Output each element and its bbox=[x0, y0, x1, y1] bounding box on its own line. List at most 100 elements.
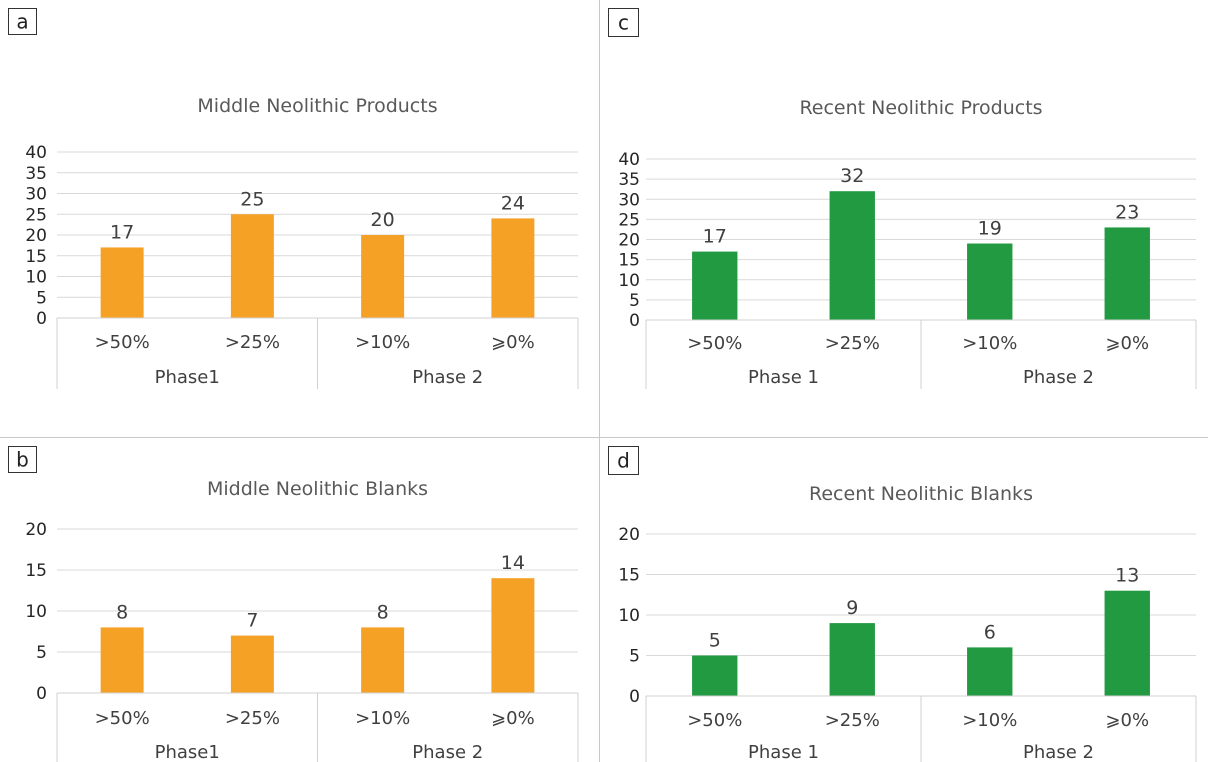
y-tick-label: 0 bbox=[629, 687, 640, 707]
bar bbox=[361, 235, 404, 318]
data-label: 20 bbox=[371, 209, 395, 231]
chart-title: Middle Neolithic Blanks bbox=[207, 478, 428, 500]
x-tick-label: >50% bbox=[95, 708, 150, 729]
group-label: Phase 1 bbox=[748, 367, 819, 388]
data-label: 25 bbox=[240, 188, 264, 210]
y-tick-label: 0 bbox=[36, 309, 47, 329]
x-tick-label: >25% bbox=[825, 710, 880, 731]
chart-panel-d: d Recent Neolithic Blanks 0 5 10 15 20 5 >50% 9 >2… bbox=[600, 438, 1208, 762]
data-label: 32 bbox=[840, 165, 864, 187]
data-label: 19 bbox=[978, 218, 1002, 240]
group-label: Phase1 bbox=[155, 742, 220, 762]
data-label: 14 bbox=[501, 552, 525, 574]
y-tick-label: 20 bbox=[618, 525, 640, 545]
bar bbox=[692, 656, 737, 697]
y-tick-label: 25 bbox=[618, 210, 640, 230]
bar bbox=[692, 252, 737, 320]
y-tick-label: 10 bbox=[618, 606, 640, 626]
bar bbox=[830, 623, 875, 696]
x-tick-label: >10% bbox=[962, 333, 1017, 354]
chart-panel-c: c Recent Neolithic Products 0 5 10 15 20 25 30 35… bbox=[600, 0, 1208, 436]
y-tick-label: 35 bbox=[618, 170, 640, 190]
bar bbox=[361, 627, 404, 693]
y-tick-label: 10 bbox=[25, 268, 47, 288]
bar-chart: c Recent Neolithic Products 05101520253035… bbox=[600, 0, 1208, 436]
group-label: Phase 2 bbox=[1023, 367, 1094, 388]
y-tick-label: 30 bbox=[25, 185, 47, 205]
y-tick-label: 15 bbox=[25, 247, 47, 267]
bar bbox=[491, 218, 534, 318]
y-tick-label: 10 bbox=[618, 271, 640, 291]
x-tick-label: >25% bbox=[825, 333, 880, 354]
y-tick-label: 25 bbox=[25, 205, 47, 225]
y-tick-label: 20 bbox=[25, 520, 47, 540]
x-tick-label: ⩾0% bbox=[491, 708, 535, 729]
x-tick-label: >10% bbox=[962, 710, 1017, 731]
y-tick-label: 35 bbox=[25, 164, 47, 184]
panel-label: c bbox=[618, 11, 629, 35]
group-label: Phase 2 bbox=[412, 367, 483, 388]
bar bbox=[491, 578, 534, 693]
chart-panel-a: a Middle Neolithic Products 0 5 10 15 20 25 30 35… bbox=[0, 0, 598, 436]
bar bbox=[967, 244, 1012, 320]
y-tick-label: 15 bbox=[618, 251, 640, 271]
panel-label: d bbox=[617, 449, 630, 473]
bar bbox=[231, 214, 274, 318]
y-tick-label: 15 bbox=[25, 561, 47, 581]
y-tick-label: 20 bbox=[618, 231, 640, 251]
bar-chart: b Middle Neolithic Blanks 0 5 10 15 20 8 >50% 7 >2… bbox=[0, 438, 598, 762]
data-label: 7 bbox=[246, 610, 258, 632]
data-label: 9 bbox=[846, 597, 858, 619]
chart-panel-b: b Middle Neolithic Blanks 0 5 10 15 20 8 >50% 7 >2… bbox=[0, 438, 598, 762]
y-tick-label: 5 bbox=[36, 288, 47, 308]
chart-title: Middle Neolithic Products bbox=[197, 95, 437, 117]
y-tick-label: 30 bbox=[618, 190, 640, 210]
x-tick-label: >10% bbox=[355, 708, 410, 729]
x-tick-label: >50% bbox=[687, 333, 742, 354]
bar bbox=[1105, 227, 1150, 320]
data-label: 5 bbox=[709, 630, 721, 652]
chart-title: Recent Neolithic Products bbox=[799, 97, 1042, 119]
data-label: 17 bbox=[110, 221, 134, 243]
y-tick-label: 40 bbox=[25, 143, 47, 163]
group-label: Phase 2 bbox=[412, 742, 483, 762]
data-label: 17 bbox=[703, 226, 727, 248]
x-tick-label: >25% bbox=[225, 708, 280, 729]
group-label: Phase1 bbox=[155, 367, 220, 388]
x-tick-label: >50% bbox=[95, 332, 150, 353]
data-label: 23 bbox=[1115, 201, 1139, 223]
bar bbox=[1105, 591, 1150, 696]
bar bbox=[231, 636, 274, 693]
y-tick-label: 5 bbox=[629, 291, 640, 311]
bar-chart: d Recent Neolithic Blanks 0 5 10 15 20 5 >50% 9 >2… bbox=[600, 438, 1208, 762]
chart-title: Recent Neolithic Blanks bbox=[809, 483, 1033, 505]
group-label: Phase 2 bbox=[1023, 742, 1094, 762]
panel-label: a bbox=[16, 10, 28, 34]
data-label: 24 bbox=[501, 192, 525, 214]
y-tick-label: 40 bbox=[618, 150, 640, 170]
panel-label: b bbox=[16, 448, 29, 472]
bar bbox=[101, 627, 144, 693]
x-tick-label: ⩾0% bbox=[1105, 333, 1149, 354]
y-tick-label: 0 bbox=[36, 684, 47, 704]
y-tick-label: 10 bbox=[25, 602, 47, 622]
x-tick-label: >10% bbox=[355, 332, 410, 353]
data-label: 6 bbox=[984, 621, 996, 643]
x-tick-label: ⩾0% bbox=[1105, 710, 1149, 731]
x-tick-label: >50% bbox=[687, 710, 742, 731]
data-label: 8 bbox=[116, 601, 128, 623]
x-tick-label: ⩾0% bbox=[491, 332, 535, 353]
data-label: 13 bbox=[1115, 565, 1139, 587]
y-tick-label: 0 bbox=[629, 311, 640, 331]
bar bbox=[101, 247, 144, 318]
x-tick-label: >25% bbox=[225, 332, 280, 353]
y-tick-label: 15 bbox=[618, 566, 640, 586]
bar bbox=[830, 191, 875, 320]
bar bbox=[967, 647, 1012, 696]
y-tick-label: 5 bbox=[629, 647, 640, 667]
data-label: 8 bbox=[377, 601, 389, 623]
group-label: Phase 1 bbox=[748, 742, 819, 762]
y-tick-label: 20 bbox=[25, 226, 47, 246]
y-tick-label: 5 bbox=[36, 643, 47, 663]
